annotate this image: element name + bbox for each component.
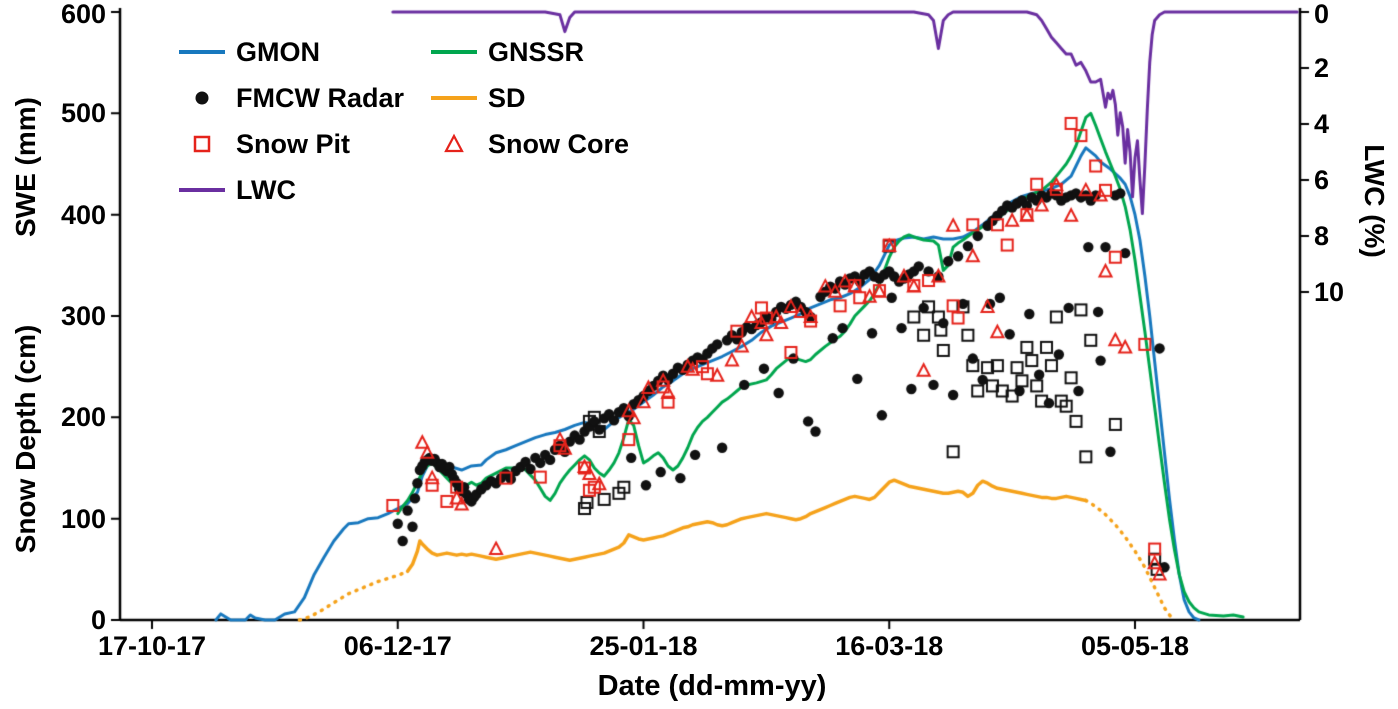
legend-item-snow-core: Snow Core	[428, 126, 698, 162]
y-axis-right-title-lwc: LWC (%)	[1359, 144, 1390, 258]
y-axis-left-tick-label: 0	[90, 605, 106, 635]
x-axis-tick-label: 16-03-18	[835, 631, 944, 661]
legend-item-gnssr: GNSSR	[428, 34, 698, 70]
x-axis-title: Date (dd-mm-yy)	[597, 670, 827, 702]
y-axis-left-tick-label: 500	[60, 98, 106, 129]
y-axis-left-tick-label: 300	[60, 301, 106, 331]
legend-label: FMCW Radar	[236, 82, 404, 113]
legend-label: Snow Core	[488, 128, 630, 159]
y-axis-right-tick-label: 2	[1314, 53, 1330, 83]
y-axis-left-tick-label: 600	[60, 0, 106, 29]
legend-item-gmon: GMON	[176, 34, 428, 70]
legend-label: Snow Pit	[236, 128, 350, 159]
legend-item-sd: SD	[428, 80, 698, 116]
legend-line-swatch-icon	[179, 50, 225, 54]
x-axis-tick-label: 05-05-18	[1080, 631, 1190, 661]
y-axis-right-tick-label: 4	[1314, 109, 1330, 139]
legend-item-lwc: LWC	[176, 172, 428, 208]
y-axis-right-tick-label: 6	[1314, 165, 1330, 195]
y-axis-left-tick-label: 100	[60, 503, 106, 534]
y-axis-left-tick-label: 200	[60, 402, 106, 433]
legend-open-triangle-marker-icon	[444, 133, 464, 153]
legend-line-swatch-icon	[431, 96, 477, 100]
x-axis-tick-label: 17-10-17	[97, 631, 207, 661]
legend: GMON GNSSR FMCW Radar SD Snow Pit Snow Core LW…	[176, 34, 698, 208]
y-axis-right-tick-label: 8	[1314, 221, 1330, 251]
legend-line-swatch-icon	[431, 50, 477, 54]
y-axis-right-tick-label: 10	[1314, 277, 1345, 307]
legend-item-fmcw-radar: FMCW Radar	[176, 80, 428, 116]
legend-open-square-marker-icon	[193, 135, 211, 153]
legend-item-snow-pit: Snow Pit	[176, 126, 428, 162]
legend-dot-marker-icon	[195, 91, 209, 105]
legend-label: GNSSR	[488, 36, 585, 67]
x-axis-tick-label: 25-01-18	[589, 631, 698, 661]
y-axis-right-tick-label: 0	[1314, 0, 1330, 29]
legend-label: GMON	[236, 36, 320, 67]
y-axis-left-title-swe: SWE (mm)	[10, 97, 41, 237]
y-axis-left-tick-label: 400	[60, 199, 106, 230]
legend-line-swatch-icon	[179, 188, 225, 192]
legend-label: SD	[488, 82, 526, 113]
legend-label: LWC	[236, 174, 296, 205]
x-axis-tick-label: 06-12-17	[343, 631, 452, 661]
